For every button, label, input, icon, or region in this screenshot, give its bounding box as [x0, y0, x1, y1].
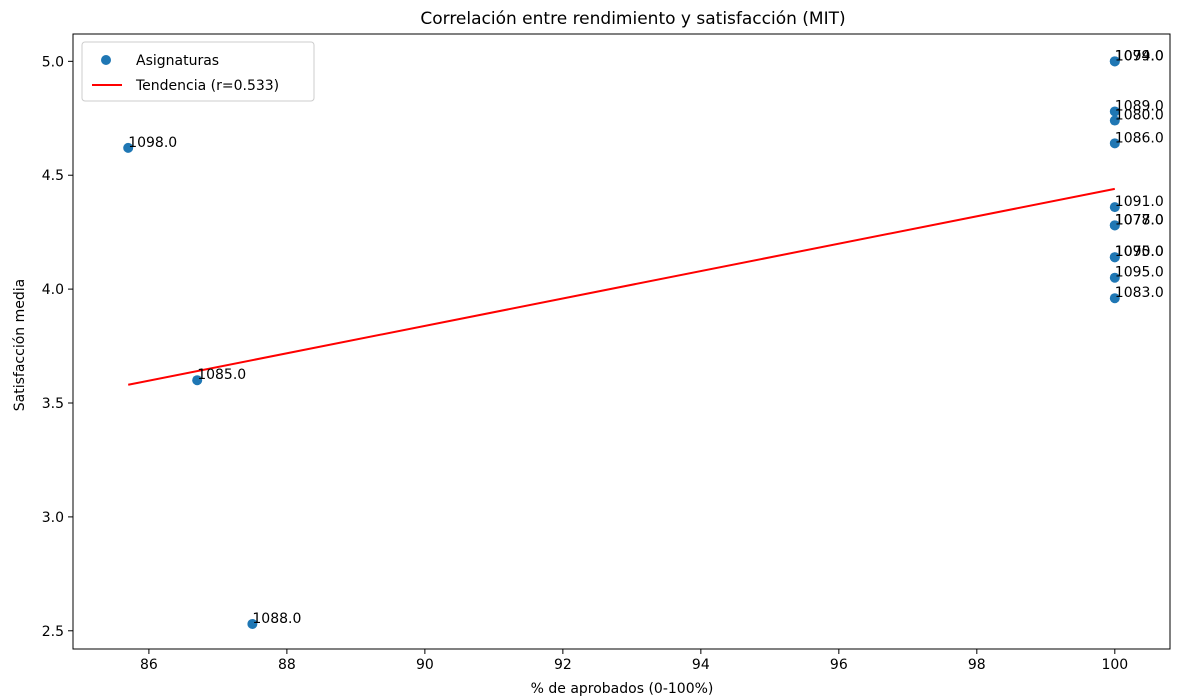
- data-point: [1109, 202, 1120, 213]
- x-tick-label: 96: [830, 657, 848, 673]
- legend-label-tendencia: Tendencia (r=0.533): [135, 78, 279, 94]
- data-point: [1109, 272, 1120, 283]
- data-point-label: 1075.0: [1115, 244, 1164, 260]
- data-point: [123, 142, 134, 153]
- x-tick-label: 100: [1101, 657, 1128, 673]
- data-point: [1109, 106, 1120, 117]
- data-point: [1109, 220, 1120, 231]
- data-point: [1109, 252, 1120, 263]
- data-point: [1109, 115, 1120, 126]
- y-axis-title: Satisfacción media: [12, 279, 28, 411]
- data-point-label: 1079.0: [1115, 48, 1164, 64]
- y-tick-label: 4.0: [42, 282, 64, 298]
- x-tick-label: 90: [416, 657, 434, 673]
- data-point-label: 1078.0: [1115, 212, 1164, 228]
- plot-frame: [72, 33, 1171, 650]
- data-point-label: 1090.0: [1115, 244, 1164, 260]
- data-point: [192, 375, 203, 386]
- legend-label-asignaturas: Asignaturas: [136, 53, 219, 69]
- chart-title: Correlación entre rendimiento y satisfac…: [420, 9, 845, 29]
- x-tick-label: 94: [692, 657, 710, 673]
- x-tick-label: 92: [554, 657, 572, 673]
- axes: 86 88 90 92 94 96 98 100 2.5 3.0 3.5 4.0 4.5 5.0: [42, 33, 1171, 673]
- trend-line: [128, 187, 1115, 386]
- x-tick-label: 86: [140, 657, 158, 673]
- data-point-label: 1094.0: [1115, 48, 1164, 64]
- data-point-label: 1091.0: [1115, 194, 1164, 210]
- x-axis-title: % de aprobados (0-100%): [531, 681, 714, 697]
- y-tick-label: 3.5: [42, 396, 64, 412]
- data-point: [247, 618, 258, 629]
- legend: Asignaturas Tendencia (r=0.533): [81, 41, 315, 102]
- data-point-label: 1080.0: [1115, 108, 1164, 124]
- x-tick-label: 98: [968, 657, 986, 673]
- y-tick-label: 3.0: [42, 510, 64, 526]
- legend-box: [81, 41, 315, 102]
- y-tick-label: 4.5: [42, 168, 64, 184]
- y-tick-label: 5.0: [42, 54, 64, 70]
- y-tick-label: 2.5: [42, 624, 64, 640]
- x-tick-label: 88: [278, 657, 296, 673]
- data-point: [1109, 293, 1120, 304]
- data-point-label: 1077.0: [1115, 212, 1164, 228]
- data-point-label: 1085.0: [197, 367, 246, 383]
- data-point-label: 1088.0: [252, 611, 301, 627]
- data-point: [1109, 138, 1120, 149]
- legend-marker-asignaturas: [101, 55, 111, 65]
- data-point-label: 1089.0: [1115, 98, 1164, 114]
- data-point-label: 1083.0: [1115, 285, 1164, 301]
- data-point-label: 1098.0: [128, 135, 177, 151]
- data-point-label: 1095.0: [1115, 265, 1164, 281]
- data-point-label: 1086.0: [1115, 130, 1164, 146]
- data-point: [1109, 56, 1120, 67]
